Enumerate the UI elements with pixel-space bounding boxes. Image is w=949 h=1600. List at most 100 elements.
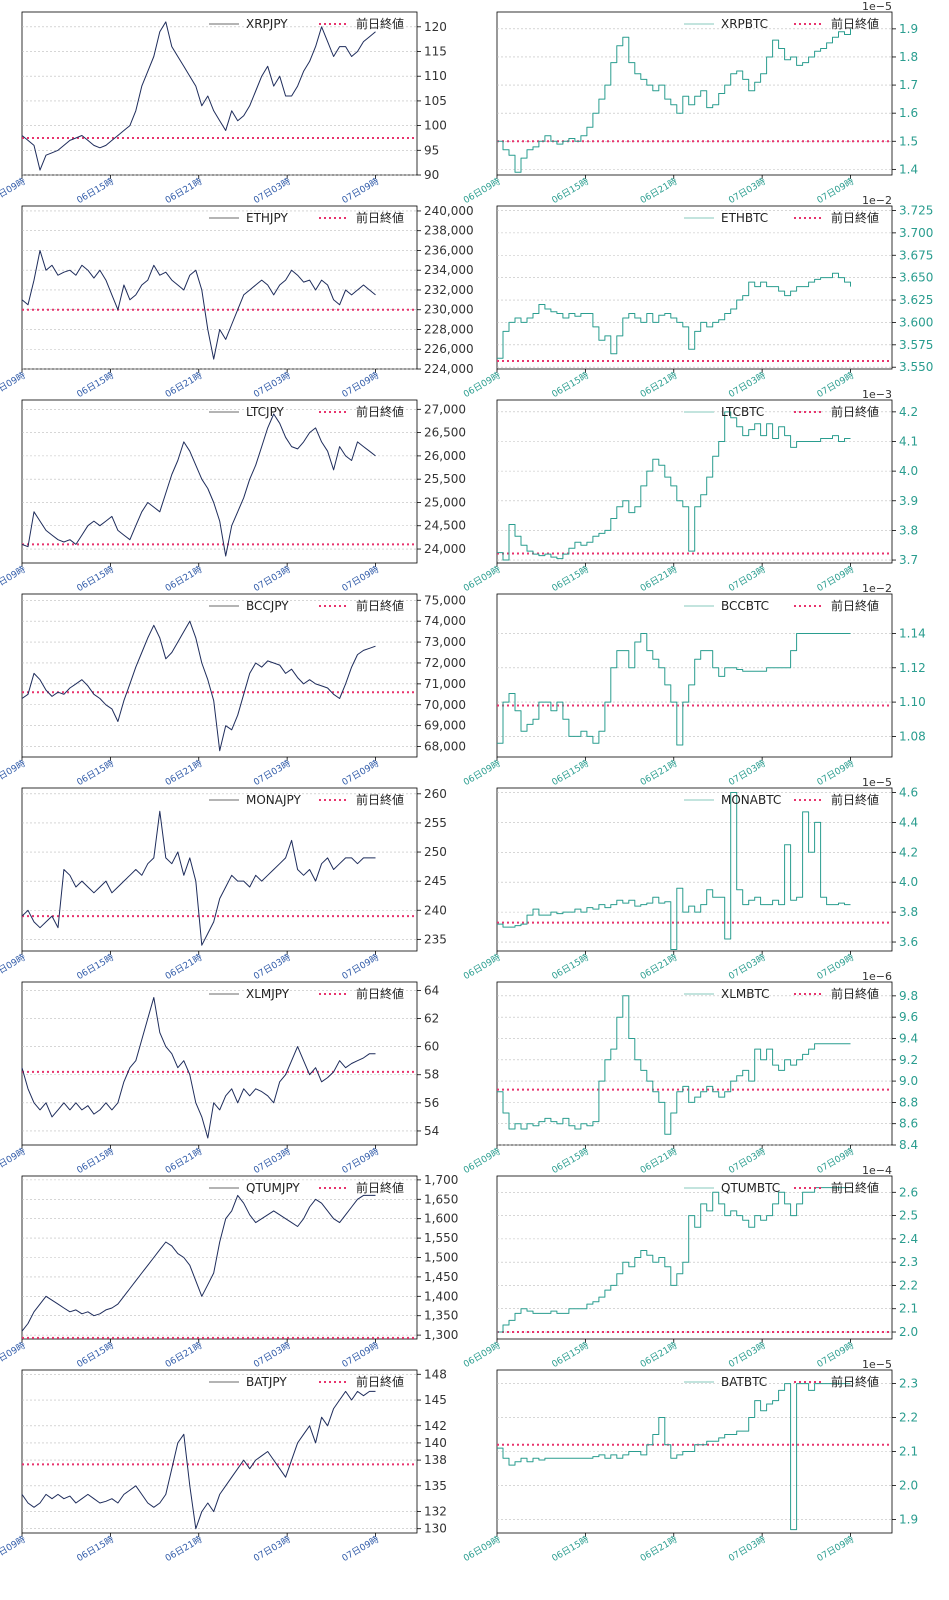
chart-qtumjpy: 1,300 1,350 1,400 1,450 1,500 1,550 1,600 1,650…	[0, 1173, 458, 1370]
y-tick-label: 70,000	[424, 698, 466, 712]
plot-frame	[21, 787, 418, 952]
x-tick-label: 06日21時	[638, 564, 679, 594]
legend-series-label: MONABTC	[721, 793, 781, 807]
y-tick-label: 1.5	[899, 134, 918, 148]
y-tick-label: 120	[424, 20, 447, 34]
legend-series-label: BCCBTC	[721, 599, 769, 613]
y-tick-label: 3.600	[899, 315, 933, 329]
y-tick-label: 56	[424, 1096, 439, 1110]
x-tick-label: 07日09時	[815, 176, 856, 206]
y-tick-label: 260	[424, 787, 447, 801]
y-tick-label: 58	[424, 1068, 439, 1082]
y-tick-label: 2.1	[899, 1302, 918, 1316]
y-tick-label: 1,350	[424, 1309, 458, 1323]
y-tick-label: 2.2	[899, 1278, 918, 1292]
x-tick-label: 07日03時	[727, 952, 768, 982]
x-tick-label: 06日15時	[550, 176, 591, 206]
x-tick-label: 07日09時	[340, 1340, 381, 1370]
legend-series-label: BATBTC	[721, 1375, 767, 1389]
price-series-xlmbtc	[497, 995, 851, 1135]
y-tick-label: 232,000	[424, 283, 474, 297]
y-tick-label: 75,000	[424, 593, 466, 607]
plot-frame	[21, 981, 418, 1146]
x-tick-label: 07日09時	[340, 758, 381, 788]
y-tick-label: 8.4	[899, 1138, 918, 1152]
price-series-xlmjpy	[21, 997, 376, 1139]
legend-ref-label: 前日終値	[831, 16, 879, 31]
y-tick-label: 1.9	[899, 1512, 918, 1526]
y-tick-label: 3.625	[899, 293, 933, 307]
x-tick-label: 07日03時	[727, 176, 768, 206]
y-exponent-label: 1e−4	[862, 1164, 892, 1177]
x-tick-label: 07日09時	[340, 952, 381, 982]
price-series-ltcjpy	[21, 413, 376, 557]
chart-ltcbtc: 3.7 3.8 3.9 4.0 4.1 4.2 1e−3 06日09時 06日15時 06日21時…	[462, 388, 919, 594]
x-tick-label: 06日15時	[75, 952, 116, 982]
x-tick-label: 06日15時	[75, 1534, 116, 1564]
y-tick-label: 1,700	[424, 1173, 458, 1187]
price-series-xrpjpy	[21, 21, 376, 171]
y-tick-label: 25,000	[424, 495, 466, 509]
y-tick-label: 3.650	[899, 271, 933, 285]
plot-frame	[496, 981, 893, 1146]
x-tick-label: 06日15時	[75, 370, 116, 400]
x-tick-label: 07日09時	[815, 1340, 856, 1370]
y-exponent-label: 1e−5	[862, 0, 892, 13]
y-tick-label: 142	[424, 1419, 447, 1433]
x-tick-label: 07日09時	[340, 176, 381, 206]
y-tick-label: 235	[424, 932, 447, 946]
y-tick-label: 71,000	[424, 677, 466, 691]
x-tick-label: 06日15時	[550, 952, 591, 982]
x-tick-label: 07日03時	[252, 370, 293, 400]
x-tick-label: 06日21時	[163, 952, 204, 982]
x-tick-label: 06日09時	[0, 1534, 27, 1564]
legend-ref-label: 前日終値	[356, 598, 404, 613]
y-tick-label: 4.2	[899, 845, 918, 859]
x-tick-label: 07日03時	[727, 370, 768, 400]
x-tick-label: 06日15時	[550, 1534, 591, 1564]
y-tick-label: 1.8	[899, 50, 918, 64]
legend-series-label: BATJPY	[246, 1375, 287, 1389]
y-tick-label: 1,500	[424, 1251, 458, 1265]
y-tick-label: 140	[424, 1436, 447, 1450]
x-tick-label: 07日09時	[340, 564, 381, 594]
x-tick-label: 07日03時	[252, 1146, 293, 1176]
x-tick-label: 07日09時	[815, 1534, 856, 1564]
x-tick-label: 07日09時	[340, 1534, 381, 1564]
plot-frame	[21, 593, 418, 758]
plot-frame	[21, 399, 418, 564]
x-tick-label: 06日09時	[0, 564, 27, 594]
y-tick-label: 25,500	[424, 472, 466, 486]
y-tick-label: 1,550	[424, 1231, 458, 1245]
y-tick-label: 3.675	[899, 248, 933, 262]
x-tick-label: 07日03時	[252, 564, 293, 594]
chart-batjpy: 130 132 135 138 140 142 145 148 06日09時 06日15時 06日2…	[0, 1367, 447, 1564]
x-tick-label: 06日15時	[75, 564, 116, 594]
price-series-monabtc	[497, 792, 851, 950]
y-tick-label: 95	[424, 143, 439, 157]
x-tick-label: 06日15時	[75, 1146, 116, 1176]
plot-frame	[496, 205, 893, 370]
x-tick-label: 07日03時	[727, 1534, 768, 1564]
x-tick-label: 07日03時	[252, 952, 293, 982]
x-tick-label: 06日09時	[0, 1340, 27, 1370]
plot-frame	[21, 1369, 418, 1534]
y-tick-label: 90	[424, 168, 439, 182]
y-tick-label: 255	[424, 816, 447, 830]
x-tick-label: 06日15時	[550, 758, 591, 788]
price-series-monajpy	[21, 810, 376, 946]
x-tick-label: 07日03時	[727, 758, 768, 788]
x-tick-label: 06日21時	[163, 370, 204, 400]
x-tick-label: 07日03時	[727, 1146, 768, 1176]
plot-frame	[496, 11, 893, 176]
y-tick-label: 1.14	[899, 626, 926, 640]
y-tick-label: 1.12	[899, 661, 926, 675]
x-tick-label: 06日09時	[462, 1534, 503, 1564]
x-tick-label: 06日09時	[462, 952, 503, 982]
plot-frame	[496, 593, 893, 758]
price-series-batbtc	[497, 1383, 851, 1531]
y-tick-label: 110	[424, 69, 447, 83]
y-tick-label: 105	[424, 94, 447, 108]
legend-ref-label: 前日終値	[356, 986, 404, 1001]
